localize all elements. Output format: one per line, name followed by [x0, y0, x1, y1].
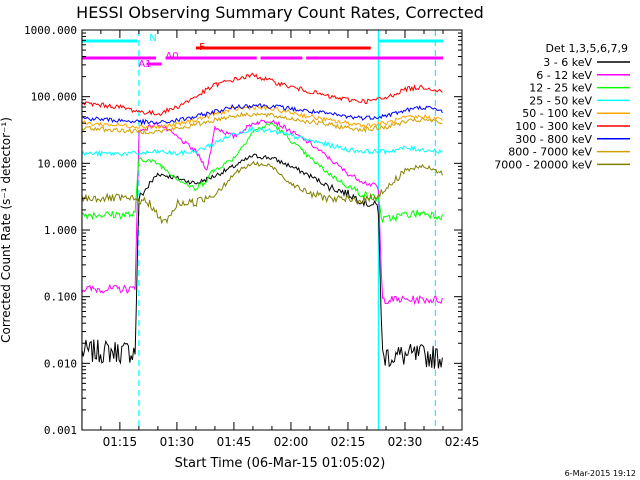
x-tick-label-4: 02:15	[331, 435, 366, 449]
x-tick-label-1: 01:30	[160, 435, 195, 449]
series-line-7	[81, 111, 443, 135]
x-axis-label: Start Time (06-Mar-15 01:05:02)	[175, 456, 386, 471]
x-tick-label-6: 02:45	[445, 435, 480, 449]
y-tick-label-2: 0.100	[44, 291, 77, 304]
legend-label-3: 25 - 50 keV	[529, 94, 592, 107]
segment-label-A0: A0	[165, 51, 178, 62]
segment-label-A1: A1	[138, 59, 151, 70]
x-tick-label-0: 01:15	[103, 435, 138, 449]
legend-label-7: 800 - 7000 keV	[508, 146, 592, 159]
series-line-5	[81, 72, 443, 117]
series-line-3	[81, 125, 443, 158]
y-tick-label-0: 0.001	[44, 424, 77, 437]
plot-layer: N F A0 A1	[81, 30, 443, 430]
legend-title: Det 1,3,5,6,7,9	[545, 42, 628, 55]
series-line-0	[81, 153, 443, 369]
segment-label-N: N	[149, 33, 156, 44]
y-axis-label: Corrected Count Rate (s⁻¹ detector⁻¹)	[0, 117, 13, 343]
chart-title: HESSI Observing Summary Count Rates, Cor…	[76, 3, 484, 22]
series-line-1	[81, 119, 443, 306]
legend-label-1: 6 - 12 keV	[536, 69, 592, 82]
y-tick-label-5: 100.000	[31, 91, 77, 104]
x-tick-label-3: 02:00	[274, 435, 309, 449]
x-tick-label-2: 01:45	[217, 435, 252, 449]
series-line-2	[81, 122, 443, 223]
y-tick-label-1: 0.010	[44, 357, 77, 370]
legend-label-6: 300 - 800 keV	[515, 133, 592, 146]
legend-label-8: 7000 - 20000 keV	[494, 158, 592, 171]
legend-label-0: 3 - 6 keV	[543, 56, 592, 69]
series-line-6	[81, 102, 443, 126]
legend-label-2: 12 - 25 keV	[529, 82, 592, 95]
legend-label-5: 100 - 300 keV	[515, 120, 592, 133]
series-line-4	[81, 105, 443, 130]
series-line-8	[81, 160, 443, 225]
legend-label-4: 50 - 100 keV	[522, 107, 592, 120]
y-tick-label-4: 10.000	[37, 157, 77, 170]
y-tick-label-6: 1000.000	[24, 24, 77, 37]
segment-label-F: F	[199, 42, 205, 53]
axes-layer: 0.001 0.010 0.100 1.000 10.000 100.000 1000.00…	[24, 24, 479, 449]
y-tick-label-3: 1.000	[44, 224, 77, 237]
footer-date: 6-Mar-2015 19:12	[565, 469, 636, 478]
x-tick-label-5: 02:30	[388, 435, 423, 449]
